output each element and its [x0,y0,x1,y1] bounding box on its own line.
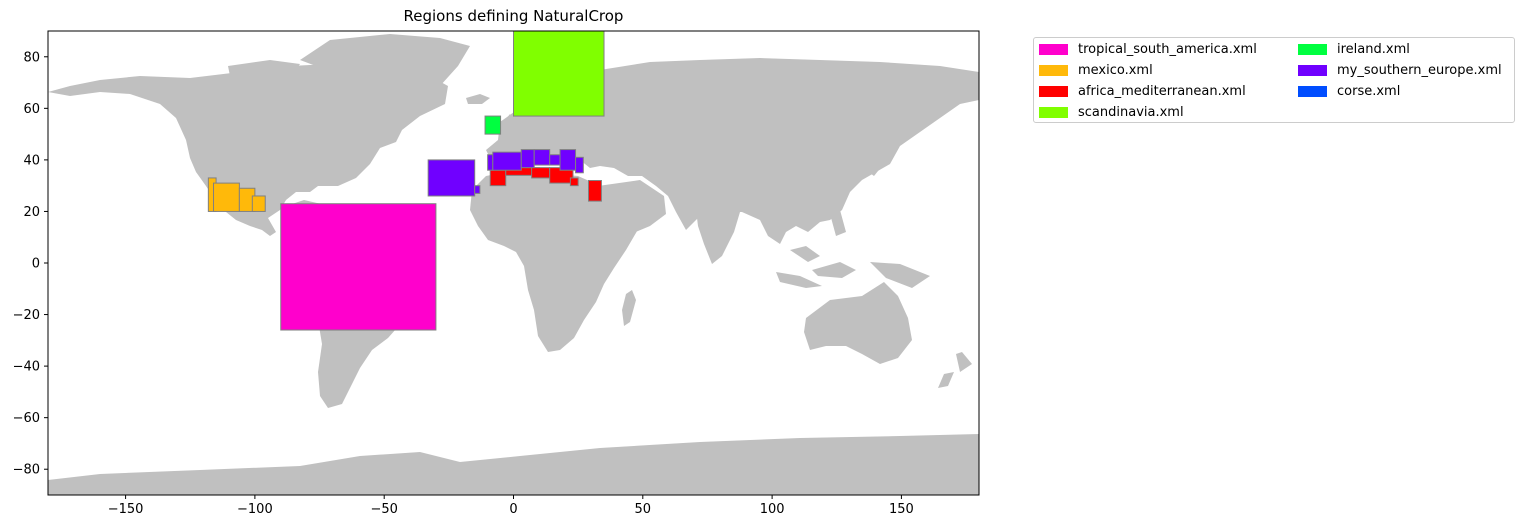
legend-item: tropical_south_america.xml [1039,39,1257,59]
japan-landmass [866,148,886,176]
legend-item: ireland.xml [1298,39,1410,59]
southeast-asia-islands [776,210,930,288]
x-tick-label: 100 [760,502,785,517]
region-africa-mediterranean [587,180,602,202]
x-tick-label: −100 [237,502,273,517]
great-britain-landmass [502,114,518,142]
region-my-southern-europe [520,149,535,169]
y-tick-label: −40 [13,360,40,375]
eurasia-landmass [486,58,979,244]
new-zealand-landmass [938,352,972,388]
region-my-southern-europe [559,149,577,171]
x-tick-label: −50 [370,502,397,517]
north-america-landmass [48,64,448,236]
y-tick-label: 60 [23,102,40,117]
region-mexico [213,182,240,212]
region-mexico [251,195,266,212]
legend-item: scandinavia.xml [1039,102,1184,122]
legend-item: my_southern_europe.xml [1298,60,1502,80]
legend-swatch [1298,64,1327,76]
region-my-southern-europe [474,185,481,194]
legend-label: corse.xml [1337,83,1401,99]
y-tick-label: 20 [23,205,40,220]
legend-item: mexico.xml [1039,60,1153,80]
arctic-islands [228,48,380,80]
chart-title: Regions defining NaturalCrop [403,7,624,25]
x-tick-label: 150 [889,502,914,517]
region-africa-mediterranean [569,177,579,187]
africa-landmass [470,170,640,352]
legend-label: scandinavia.xml [1078,104,1184,120]
x-tick-label: −150 [108,502,144,517]
madagascar-landmass [622,290,636,326]
legend-label: africa_mediterranean.xml [1078,83,1246,99]
iceland-landmass [466,94,490,104]
region-scandinavia [513,31,605,117]
region-my-southern-europe [492,151,522,171]
legend-swatch [1298,85,1327,97]
region-ireland [484,115,502,135]
region-tropical-south-america [280,203,437,331]
region-my-southern-europe [533,149,551,166]
region-my-southern-europe [575,156,584,174]
australia-landmass [804,282,912,364]
region-my-southern-europe [427,159,476,197]
legend-swatch [1039,85,1068,97]
x-tick-label: 50 [635,502,652,517]
x-tick-label: 0 [509,502,517,517]
y-tick-label: −80 [13,463,40,478]
y-tick-label: 0 [32,257,40,272]
india-landmass [696,206,740,264]
legend-swatch [1298,43,1327,55]
y-tick-label: −20 [13,308,40,323]
y-tick-label: 80 [23,50,40,65]
legend-swatch [1039,106,1068,118]
region-my-southern-europe [487,154,494,171]
region-africa-mediterranean [489,169,507,187]
legend-label: my_southern_europe.xml [1337,62,1502,78]
region-my-southern-europe [549,154,561,166]
legend-swatch [1039,43,1068,55]
legend-label: ireland.xml [1337,41,1410,57]
legend: tropical_south_america.xml mexico.xml af… [1033,37,1515,123]
legend-label: mexico.xml [1078,62,1153,78]
region-africa-mediterranean [531,167,551,179]
legend-swatch [1039,64,1068,76]
y-tick-label: 40 [23,153,40,168]
legend-label: tropical_south_america.xml [1078,41,1257,57]
antarctica-landmass [48,434,979,495]
legend-item: corse.xml [1298,81,1400,101]
legend-item: africa_mediterranean.xml [1039,81,1246,101]
y-tick-label: −60 [13,411,40,426]
